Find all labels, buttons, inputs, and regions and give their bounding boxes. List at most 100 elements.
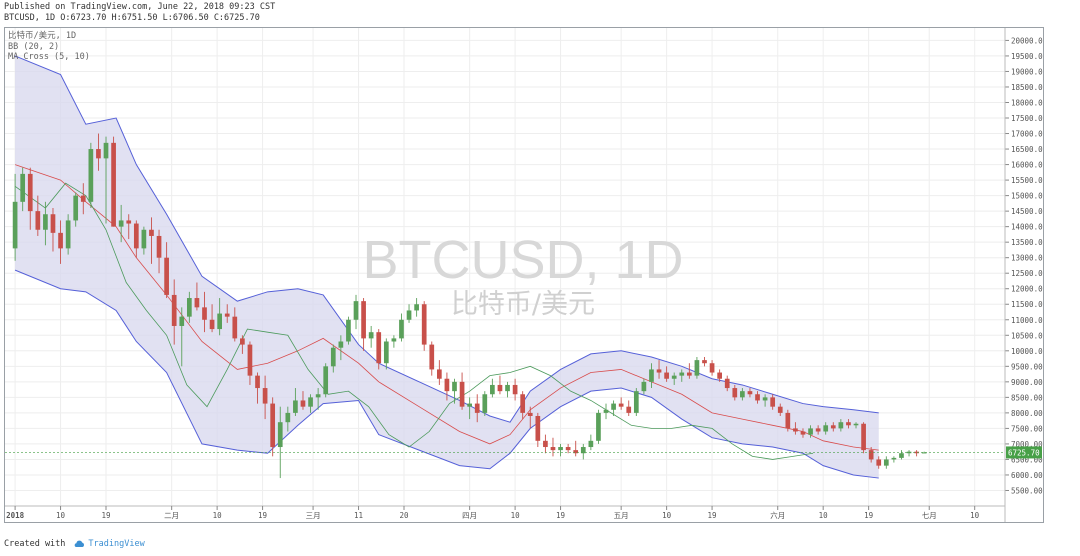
candle-body — [823, 425, 829, 432]
y-tick-label: 9000.00 — [1011, 378, 1043, 387]
y-tick-label: 16000.00 — [1011, 161, 1043, 170]
candlesticks — [12, 133, 927, 479]
candle-body — [777, 406, 783, 413]
candle-body — [58, 232, 63, 249]
candle-body — [353, 301, 359, 320]
candle-body — [308, 397, 313, 407]
tradingview-brand: TradingView — [88, 539, 145, 549]
candle-body — [65, 220, 71, 249]
x-tick-label: 七月 — [922, 511, 937, 520]
ohlc-line: BTCUSD, 1D O:6723.70 H:6751.50 L:6706.50… — [4, 13, 260, 23]
candle-body — [111, 142, 116, 227]
y-tick-label: 6500.00 — [1011, 455, 1043, 464]
indicator-legend: 比特币/美元, 1D BB (20, 2) MA Cross (5, 10) — [8, 31, 90, 63]
candle-body — [740, 391, 745, 398]
x-tick-label: 2018 — [6, 511, 25, 520]
candle-body — [793, 428, 798, 432]
candle-body — [293, 400, 298, 413]
candle-body — [368, 332, 374, 339]
candle-body — [558, 447, 563, 451]
price-chart[interactable]: BTCUSD, 1D 比特币/美元 5500.00 6000.00 6500.00 7… — [5, 28, 1043, 522]
candle-body — [846, 422, 851, 426]
candle-body — [618, 403, 624, 407]
axes: 5500.00 6000.00 6500.00 7000.00 7500.00 8000.… — [5, 28, 1043, 522]
candle-body — [156, 235, 162, 258]
candle-body — [73, 195, 79, 221]
x-tick-label: 11 — [354, 511, 363, 520]
candle-body — [626, 406, 632, 413]
candle-body — [247, 344, 253, 376]
candle-body — [899, 453, 904, 458]
y-tick-label: 13000.00 — [1011, 254, 1043, 263]
x-tick-label: 10 — [970, 511, 980, 520]
y-tick-label: 11000.00 — [1011, 316, 1043, 325]
candle-body — [277, 422, 283, 448]
y-tick-label: 19500.00 — [1011, 52, 1043, 61]
candle-body — [50, 214, 56, 233]
y-tick-label: 15500.00 — [1011, 176, 1043, 185]
cloud-icon — [75, 540, 85, 547]
candle-body — [126, 220, 132, 224]
candle-body — [315, 394, 321, 398]
x-tick-label: 四月 — [462, 511, 477, 520]
chart-pane[interactable]: BTCUSD, 1D 比特币/美元 5500.00 6000.00 6500.00 7… — [4, 27, 1044, 523]
candle-body — [808, 428, 813, 435]
x-tick-label: 10 — [511, 511, 521, 520]
tradingview-link[interactable]: TradingView — [73, 539, 145, 549]
bb-upper-line — [14, 55, 879, 423]
candle-body — [391, 338, 397, 342]
candle-body — [520, 394, 526, 413]
candle-body — [141, 229, 147, 249]
candle-body — [550, 447, 556, 451]
y-tick-label: 13500.00 — [1011, 238, 1043, 247]
candle-body — [724, 378, 730, 389]
candle-body — [512, 384, 518, 395]
y-tick-label: 10000.00 — [1011, 347, 1043, 356]
legend-bb: BB (20, 2) — [8, 41, 60, 52]
candle-body — [497, 384, 503, 392]
x-tick-label: 六月 — [770, 510, 785, 520]
last-price-label: 6725.70 — [1008, 448, 1040, 457]
bb-lower-line — [14, 269, 879, 479]
y-tick-label: 17500.00 — [1011, 114, 1043, 123]
symbol-watermark: BTCUSD, 1D 比特币/美元 — [362, 230, 683, 320]
candle-body — [641, 381, 647, 392]
candle-body — [482, 394, 488, 413]
bb-middle-line — [14, 164, 879, 451]
created-with-label: Created with — [4, 539, 66, 549]
candle-body — [202, 307, 207, 320]
candle-body — [474, 403, 480, 413]
y-tick-label: 16500.00 — [1011, 145, 1043, 154]
y-tick-label: 14000.00 — [1011, 223, 1043, 232]
candle-body — [656, 369, 662, 373]
candle-body — [96, 149, 101, 159]
candle-body — [323, 366, 329, 395]
candle-body — [88, 149, 94, 202]
candle-body — [164, 257, 169, 295]
candle-body — [133, 223, 139, 249]
candle-body — [914, 451, 919, 454]
legend-ma: MA Cross (5, 10) — [8, 52, 90, 62]
y-tick-label: 5500.00 — [1011, 486, 1043, 495]
candle-body — [346, 319, 351, 342]
x-tick-label: 19 — [101, 511, 110, 520]
candle-body — [785, 412, 791, 429]
y-tick-label: 10500.00 — [1011, 331, 1043, 340]
candle-body — [800, 431, 806, 435]
candle-body — [80, 195, 86, 202]
candle-body — [603, 409, 609, 413]
y-tick-label: 8500.00 — [1011, 393, 1043, 402]
footer: Created with TradingView — [4, 539, 145, 549]
candle-body — [383, 341, 389, 364]
x-tick-label: 二月 — [164, 511, 179, 520]
candle-body — [35, 211, 41, 230]
x-tick-label: 19 — [258, 511, 267, 520]
y-tick-label: 7000.00 — [1011, 440, 1043, 449]
candle-body — [883, 459, 889, 466]
x-tick-label: 10 — [662, 511, 672, 520]
candle-body — [535, 415, 541, 441]
candle-body — [649, 369, 654, 382]
candle-body — [679, 372, 685, 376]
candle-body — [815, 428, 821, 432]
candle-body — [103, 142, 109, 159]
